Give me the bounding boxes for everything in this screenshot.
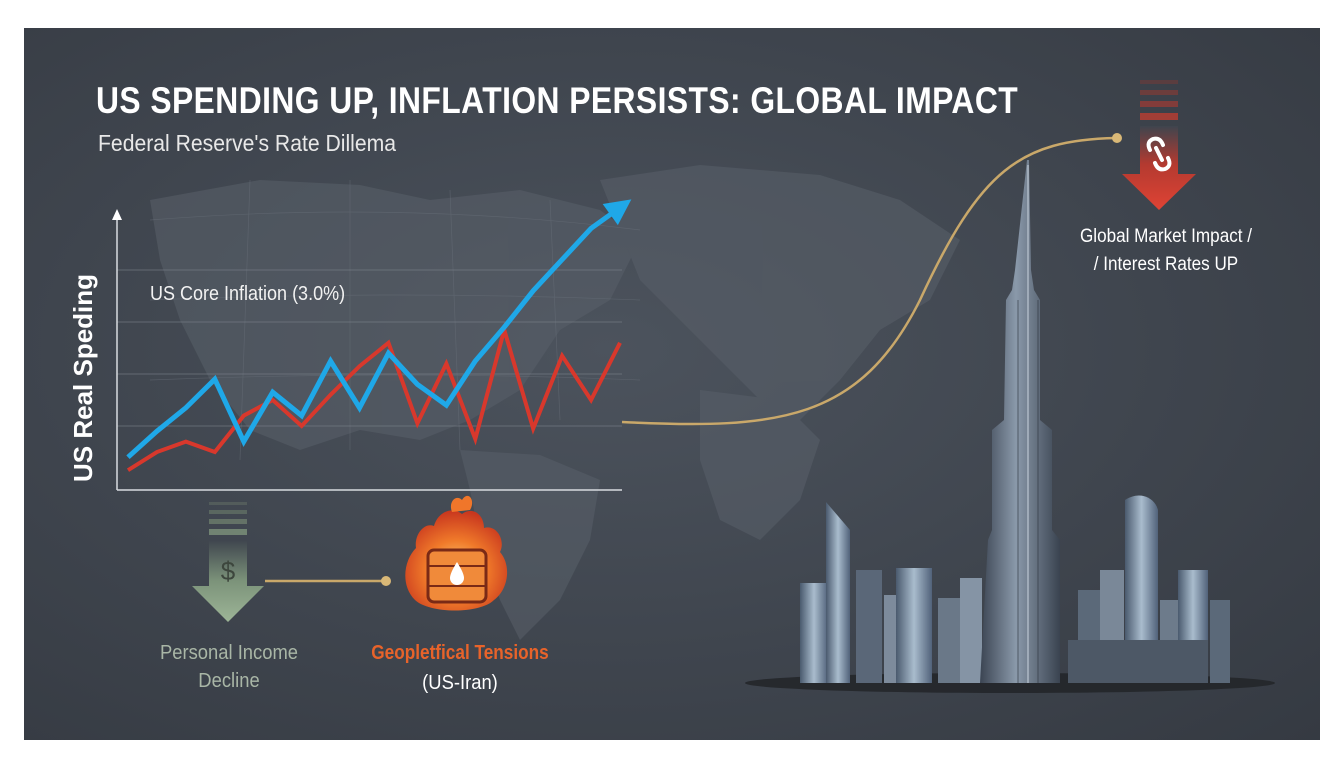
chain-link-icon [1146,136,1172,172]
series-line-spending [126,205,622,460]
line-chart [112,199,632,491]
world-map-background [150,165,960,640]
map-grid-lines [149,179,641,461]
connector-geo-dot [381,576,391,586]
y-axis-label: US Real Speding [68,273,98,482]
geo-label-line1: Geopletfical Tensions [371,642,549,664]
series-line-inflation [126,322,622,472]
income-down-arrow-icon: $ [192,502,264,622]
page-title: US SPENDING UP, INFLATION PERSISTS: GLOB… [96,80,1019,121]
series-label-inflation: US Core Inflation (3.0%) [150,283,346,305]
income-label-line1: Personal Income [159,642,299,664]
global-impact-label-line2: / Interest Rates UP [1093,254,1239,275]
spending-arrowhead-icon [602,199,632,226]
y-axis-arrow-icon [112,209,122,220]
chart-gridlines [117,269,622,427]
dollar-icon: $ [221,556,236,586]
income-label-line2: Decline [198,670,260,692]
connector-chart-to-market [621,136,1117,426]
global-impact-label-line1: Global Market Impact / [1079,226,1253,247]
connector-end-dot [1112,133,1122,143]
geo-label-line2: (US-Iran) [422,672,498,694]
series-layer [126,199,632,472]
market-arrow-icon [1122,80,1196,210]
flaming-oil-barrel-icon [405,495,508,611]
page-subtitle: Federal Reserve's Rate Dillema [98,130,397,156]
city-skyline [745,160,1275,693]
